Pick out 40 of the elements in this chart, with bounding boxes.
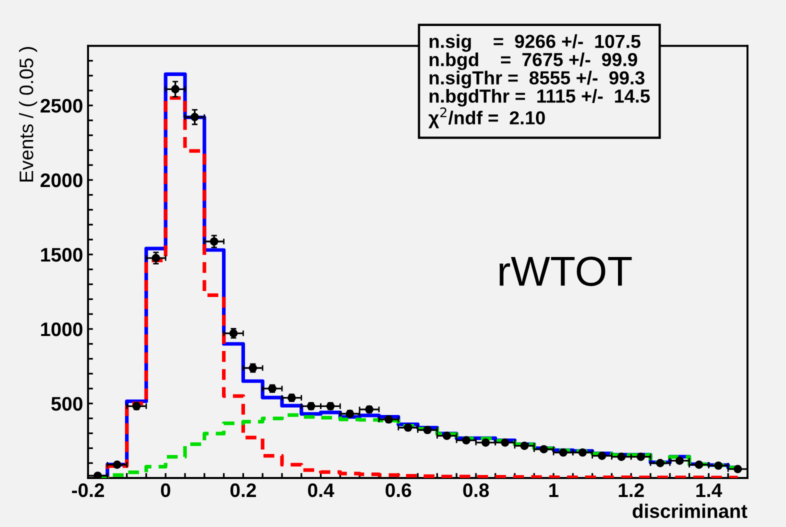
x-tick-label: 1.2 xyxy=(618,483,644,497)
x-tick-label: 0 xyxy=(160,483,170,498)
annotation: n.bgd = 7675 +/- 99.9 xyxy=(430,52,638,70)
x-tick-label: 0.4 xyxy=(308,483,334,498)
point xyxy=(540,445,548,454)
annotation: n.sig = 9266 +/- 107.5 xyxy=(430,34,640,52)
y-axis-title: Events / ( 0.05 ) xyxy=(19,47,38,182)
point xyxy=(500,438,510,447)
point xyxy=(578,448,587,457)
annotation: χ$^{2}$/ndf = 2.10 xyxy=(428,107,545,128)
point xyxy=(656,458,664,468)
point xyxy=(598,452,606,460)
point xyxy=(190,112,199,122)
point xyxy=(636,452,645,461)
y-tick-label: 1000 xyxy=(41,322,82,336)
x-tick-label: -0.2 xyxy=(72,483,104,498)
point xyxy=(94,472,102,478)
y-tick-label: 2500 xyxy=(40,98,82,113)
point xyxy=(675,456,684,465)
annotation: n.sigThr = 8555 +/- 99.3 xyxy=(430,70,644,88)
point xyxy=(559,448,568,457)
point xyxy=(171,85,180,94)
point xyxy=(734,464,742,474)
x-axis-title: discriminant xyxy=(632,504,748,518)
y-tick-label: 500 xyxy=(51,396,82,411)
point xyxy=(112,460,122,469)
point xyxy=(617,452,626,461)
point xyxy=(694,460,704,469)
x-tick-label: 1.4 xyxy=(696,484,722,497)
y-tick-label: 2000 xyxy=(40,173,82,188)
annotation: rWTOT xyxy=(500,256,632,286)
x-tick-label: 0.8 xyxy=(463,483,489,498)
y-tick-label: 1500 xyxy=(41,248,82,262)
point xyxy=(714,461,723,470)
x-tick-label: 0.6 xyxy=(386,483,412,498)
x-tick-label: 0.2 xyxy=(230,483,256,498)
x-tick-label: 1 xyxy=(549,484,558,497)
point xyxy=(152,254,160,262)
point xyxy=(210,237,218,246)
annotation: n.bgdThr = 1115 +/- 14.5 xyxy=(430,88,650,107)
